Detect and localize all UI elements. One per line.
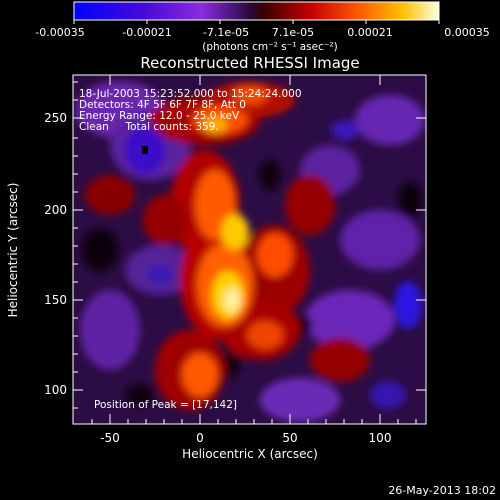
clean-counts-text: Clean Total counts: 359.: [79, 121, 219, 133]
x-tick-label: 50: [282, 431, 297, 445]
x-axis-ticks: [91, 75, 417, 424]
y-axis-ticks: [73, 81, 426, 409]
y-tick-label: 150: [44, 293, 67, 307]
y-tick-label: 200: [44, 203, 67, 217]
colorbar-tick-label: -7.1e-05: [203, 26, 249, 39]
x-axis-label: Heliocentric X (arcsec): [182, 447, 318, 461]
colorbar-units-label: (photons cm⁻² s⁻¹ asec⁻²): [202, 41, 337, 53]
y-axis-label: Heliocentric Y (arcsec): [6, 183, 20, 318]
detectors-text: Detectors: 4F 5F 6F 7F 8F, Att 0: [79, 99, 246, 111]
colorbar-tick-label: 0.00021: [347, 26, 393, 39]
colorbar-tick-label: -0.00021: [122, 26, 171, 39]
y-tick-label: 100: [44, 383, 67, 397]
colorbar-ticks: [73, 20, 440, 24]
colorbar-tick-label: -0.00035: [35, 26, 84, 39]
energy-range-text: Energy Range: 12.0 - 25.0 keV: [79, 110, 240, 122]
colorbar: [73, 1, 440, 21]
footer-date: 26-May-2013 18:02: [388, 484, 496, 497]
plot-title: Reconstructed RHESSI Image: [140, 54, 359, 72]
colorbar-tick-label: 0.00035: [444, 26, 490, 39]
y-tick-label: 250: [44, 111, 67, 125]
x-tick-label: 0: [196, 431, 204, 445]
x-tick-label: 100: [369, 431, 392, 445]
plot-frame: [72, 74, 427, 425]
colorbar-tick-label: 7.1e-05: [272, 26, 314, 39]
rhessi-image-map: [73, 75, 426, 424]
peak-position-text: Position of Peak = [17,142]: [94, 399, 237, 411]
x-tick-label: -50: [100, 431, 120, 445]
time-range-text: 18-Jul-2003 15:23:52.000 to 15:24:24.000: [79, 88, 302, 100]
